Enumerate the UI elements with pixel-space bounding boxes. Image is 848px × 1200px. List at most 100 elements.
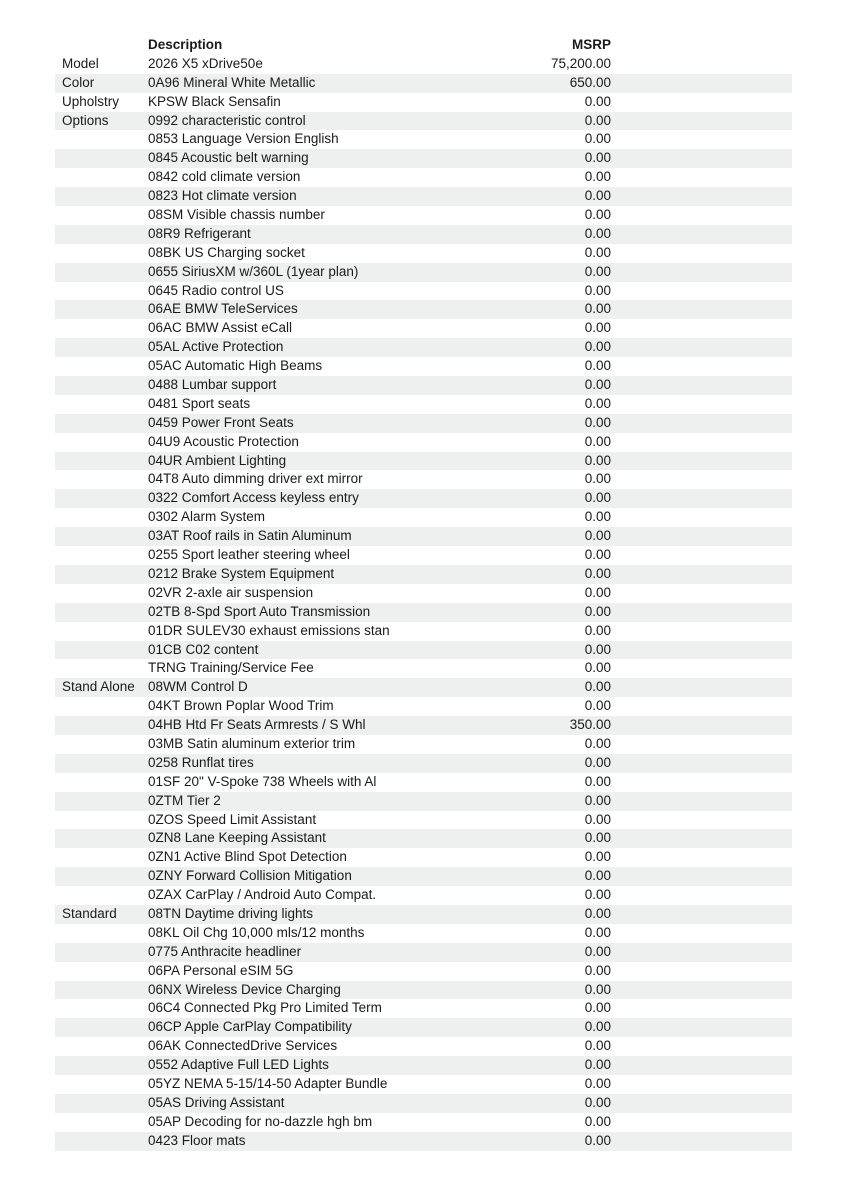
row-spacer — [611, 187, 792, 206]
row-spacer — [611, 414, 792, 433]
table-row: 05AC Automatic High Beams 0.00 — [55, 357, 792, 376]
row-category — [55, 1018, 148, 1037]
row-category — [55, 829, 148, 848]
table-row: 0212 Brake System Equipment 0.00 — [55, 564, 792, 584]
row-msrp: 0.00 — [584, 868, 611, 884]
table-row: Options 0992 characteristic control 0.00 — [55, 111, 792, 131]
row-spacer — [611, 981, 792, 1000]
row-description: 0ZN1 Active Blind Spot Detection — [148, 849, 347, 865]
row-spacer — [611, 1056, 792, 1075]
row-spacer — [611, 282, 792, 301]
row-description: 2026 X5 xDrive50e — [148, 55, 263, 71]
row-category — [55, 452, 148, 471]
row-msrp: 0.00 — [584, 981, 611, 997]
row-spacer — [611, 546, 792, 565]
table-row: 06NX Wireless Device Charging 0.00 — [55, 980, 792, 1000]
row-spacer — [611, 225, 792, 244]
row-spacer — [611, 395, 792, 414]
row-description: 06CP Apple CarPlay Compatibility — [148, 1019, 352, 1035]
table-row: 04KT Brown Poplar Wood Trim 0.00 — [55, 697, 792, 716]
row-description: 04U9 Acoustic Protection — [148, 433, 299, 449]
row-category — [55, 282, 148, 301]
row-description: 0488 Lumbar support — [148, 377, 277, 393]
table-row: 06AE BMW TeleServices 0.00 — [55, 300, 792, 320]
row-category — [55, 622, 148, 641]
table-row: 08R9 Refrigerant 0.00 — [55, 224, 792, 244]
row-msrp: 0.00 — [584, 452, 611, 468]
table-row: 0ZAX CarPlay / Android Auto Compat. 0.00 — [55, 886, 792, 905]
row-spacer — [611, 641, 792, 660]
row-spacer — [611, 112, 792, 131]
row-category — [55, 357, 148, 376]
row-msrp: 0.00 — [584, 547, 611, 563]
row-description: 05YZ NEMA 5-15/14-50 Adapter Bundle — [148, 1075, 388, 1091]
row-description: 0258 Runflat tires — [148, 754, 254, 770]
row-msrp: 0.00 — [584, 395, 611, 411]
row-category — [55, 584, 148, 603]
row-msrp: 0.00 — [584, 660, 611, 676]
row-spacer — [611, 773, 792, 792]
row-msrp: 0.00 — [584, 188, 611, 204]
table-row: 01SF 20" V-Spoke 738 Wheels with Al 0.00 — [55, 773, 792, 792]
row-description: KPSW Black Sensafin — [148, 93, 281, 109]
table-row: 06AK ConnectedDrive Services 0.00 — [55, 1037, 792, 1056]
row-msrp: 0.00 — [584, 924, 611, 940]
table-row: 0775 Anthracite headliner 0.00 — [55, 942, 792, 962]
table-row: 0481 Sport seats 0.00 — [55, 395, 792, 414]
row-category — [55, 470, 148, 489]
row-description: 0992 characteristic control — [148, 112, 306, 128]
row-spacer — [611, 565, 792, 584]
row-category — [55, 244, 148, 263]
row-spacer — [611, 716, 792, 735]
row-description: 06AC BMW Assist eCall — [148, 320, 293, 336]
table-row: 0255 Sport leather steering wheel 0.00 — [55, 546, 792, 565]
table-row: 06AC BMW Assist eCall 0.00 — [55, 319, 792, 338]
table-row: 0842 cold climate version 0.00 — [55, 168, 792, 187]
row-category — [55, 867, 148, 886]
row-description: TRNG Training/Service Fee — [148, 660, 314, 676]
table-row: Model 2026 X5 xDrive50e 75,200.00 — [55, 55, 792, 74]
table-row: 04HB Htd Fr Seats Armrests / S Whl 350.0… — [55, 716, 792, 735]
row-category — [55, 433, 148, 452]
row-spacer — [611, 263, 792, 282]
row-category — [55, 1132, 148, 1151]
row-description: 01DR SULEV30 exhaust emissions stan — [148, 622, 390, 638]
row-description: 06NX Wireless Device Charging — [148, 981, 341, 997]
table-row: 0823 Hot climate version 0.00 — [55, 187, 792, 207]
table-row: 0ZNY Forward Collision Mitigation 0.00 — [55, 867, 792, 887]
table-row: 04UR Ambient Lighting 0.00 — [55, 451, 792, 471]
row-category: Color — [62, 74, 95, 90]
header-category-cell — [55, 36, 148, 55]
table-row: TRNG Training/Service Fee 0.00 — [55, 659, 792, 678]
row-description: 0775 Anthracite headliner — [148, 943, 302, 959]
row-description: 0481 Sport seats — [148, 395, 251, 411]
row-msrp: 0.00 — [584, 792, 611, 808]
row-spacer — [611, 659, 792, 678]
row-spacer — [611, 244, 792, 263]
row-msrp: 0.00 — [584, 225, 611, 241]
row-spacer — [611, 489, 792, 508]
row-msrp: 0.00 — [584, 490, 611, 506]
row-category — [55, 149, 148, 168]
row-msrp: 0.00 — [584, 169, 611, 185]
table-row: Stand Alone 08WM Control D 0.00 — [55, 678, 792, 698]
row-description: 0853 Language Version English — [148, 131, 339, 147]
row-msrp: 0.00 — [584, 244, 611, 260]
row-msrp: 0.00 — [584, 471, 611, 487]
table-row: 0655 SiriusXM w/360L (1year plan) 0.00 — [55, 262, 792, 282]
table-row: 02TB 8-Spd Sport Auto Transmission 0.00 — [55, 602, 792, 622]
row-category — [55, 773, 148, 792]
row-description: 0845 Acoustic belt warning — [148, 150, 309, 166]
row-description: 0459 Power Front Seats — [148, 414, 294, 430]
row-description: 06PA Personal eSIM 5G — [148, 962, 294, 978]
table-row: 06PA Personal eSIM 5G 0.00 — [55, 962, 792, 981]
row-msrp: 0.00 — [584, 207, 611, 223]
table-body: Model 2026 X5 xDrive50e 75,200.00 Color … — [55, 55, 792, 1151]
row-category — [55, 414, 148, 433]
row-msrp: 0.00 — [584, 1075, 611, 1091]
row-category — [55, 886, 148, 905]
row-description: 0842 cold climate version — [148, 169, 301, 185]
row-category — [55, 225, 148, 244]
row-description: 0552 Adaptive Full LED Lights — [148, 1057, 329, 1073]
